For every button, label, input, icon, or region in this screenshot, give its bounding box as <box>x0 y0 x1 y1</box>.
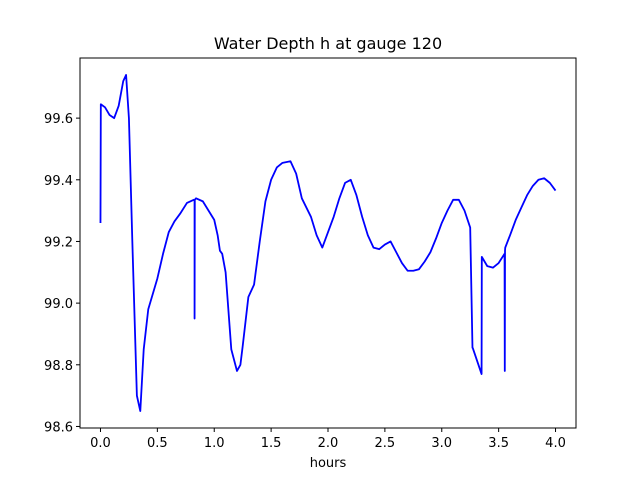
y-tick-label: 99.4 <box>44 174 73 189</box>
x-axis-ticks: 0.0 0.5 1.0 1.5 2.0 2.5 3.0 3.5 4.0 <box>90 428 566 451</box>
x-tick-label: 4.0 <box>545 436 566 451</box>
y-tick-label: 98.8 <box>44 359 73 374</box>
x-tick-label: 0.5 <box>147 436 168 451</box>
y-tick-label: 99.6 <box>44 112 73 127</box>
plot-area <box>99 74 557 412</box>
x-tick-label: 1.0 <box>204 436 225 451</box>
chart-title: Water Depth h at gauge 120 <box>214 34 442 53</box>
x-tick-label: 3.0 <box>431 436 452 451</box>
x-tick-label: 2.5 <box>375 436 396 451</box>
y-axis-ticks: 98.6 98.8 99.0 99.2 99.4 99.6 <box>44 112 80 435</box>
x-tick-label: 1.5 <box>261 436 282 451</box>
y-tick-label: 98.6 <box>44 420 73 435</box>
series-line <box>99 74 557 412</box>
x-axis-label: hours <box>310 456 347 471</box>
y-tick-label: 99.0 <box>44 297 73 312</box>
x-tick-label: 3.5 <box>488 436 509 451</box>
x-tick-label: 0.0 <box>90 436 111 451</box>
x-tick-label: 2.0 <box>318 436 339 451</box>
y-tick-label: 99.2 <box>44 235 73 250</box>
